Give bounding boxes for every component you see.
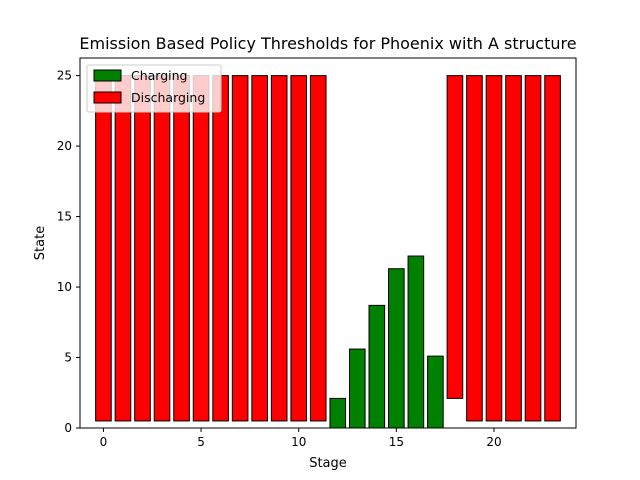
x-axis-ticks: 0 5 10 15 20 [100,428,502,449]
y-tick-label: 15 [57,210,72,224]
x-tick-label: 5 [197,435,205,449]
bar-discharging [153,75,171,422]
x-tick-label: 15 [389,435,404,449]
y-tick-label: 20 [57,139,72,153]
bars-group [95,75,561,429]
bar-charging [368,304,386,429]
x-tick-label: 20 [486,435,501,449]
x-tick-label: 10 [291,435,306,449]
x-tick-label: 0 [100,435,108,449]
bar-charging [407,255,425,429]
y-axis-ticks: 0 5 10 15 20 25 [57,69,80,435]
bar-discharging [212,75,229,422]
bar-discharging [485,75,503,422]
x-axis-label: Stage [309,456,347,471]
legend-label-discharging: Discharging [131,90,205,105]
bar-discharging [114,75,132,422]
y-tick-label: 0 [64,421,72,435]
bar-discharging [192,75,210,422]
plot-frame [79,57,577,429]
legend-label-charging: Charging [131,68,188,83]
bar-discharging [309,75,327,422]
bar-charging [427,355,444,429]
legend-swatch-charging [93,69,122,82]
bar-charging [329,397,347,429]
bar-discharging [290,75,308,422]
y-tick-label: 25 [57,69,72,83]
bar-discharging [134,75,151,422]
bar-discharging [231,75,249,422]
bar-discharging [251,75,268,422]
bar-discharging [524,75,542,422]
bar-discharging [95,75,112,422]
y-tick-label: 5 [64,351,72,365]
legend: Charging Discharging [86,64,222,113]
bar-discharging [466,75,483,422]
y-tick-label: 10 [57,280,72,294]
bar-discharging [505,75,522,422]
legend-swatch-discharging [93,91,122,104]
bar-charging [388,268,405,429]
bar-charging [348,348,366,429]
bar-discharging [446,75,464,399]
chart-title: Emission Based Policy Thresholds for Pho… [79,34,576,53]
y-axis-label: State [33,226,48,260]
bar-discharging [173,75,190,422]
bar-discharging [270,75,288,422]
bar-discharging [544,75,561,422]
